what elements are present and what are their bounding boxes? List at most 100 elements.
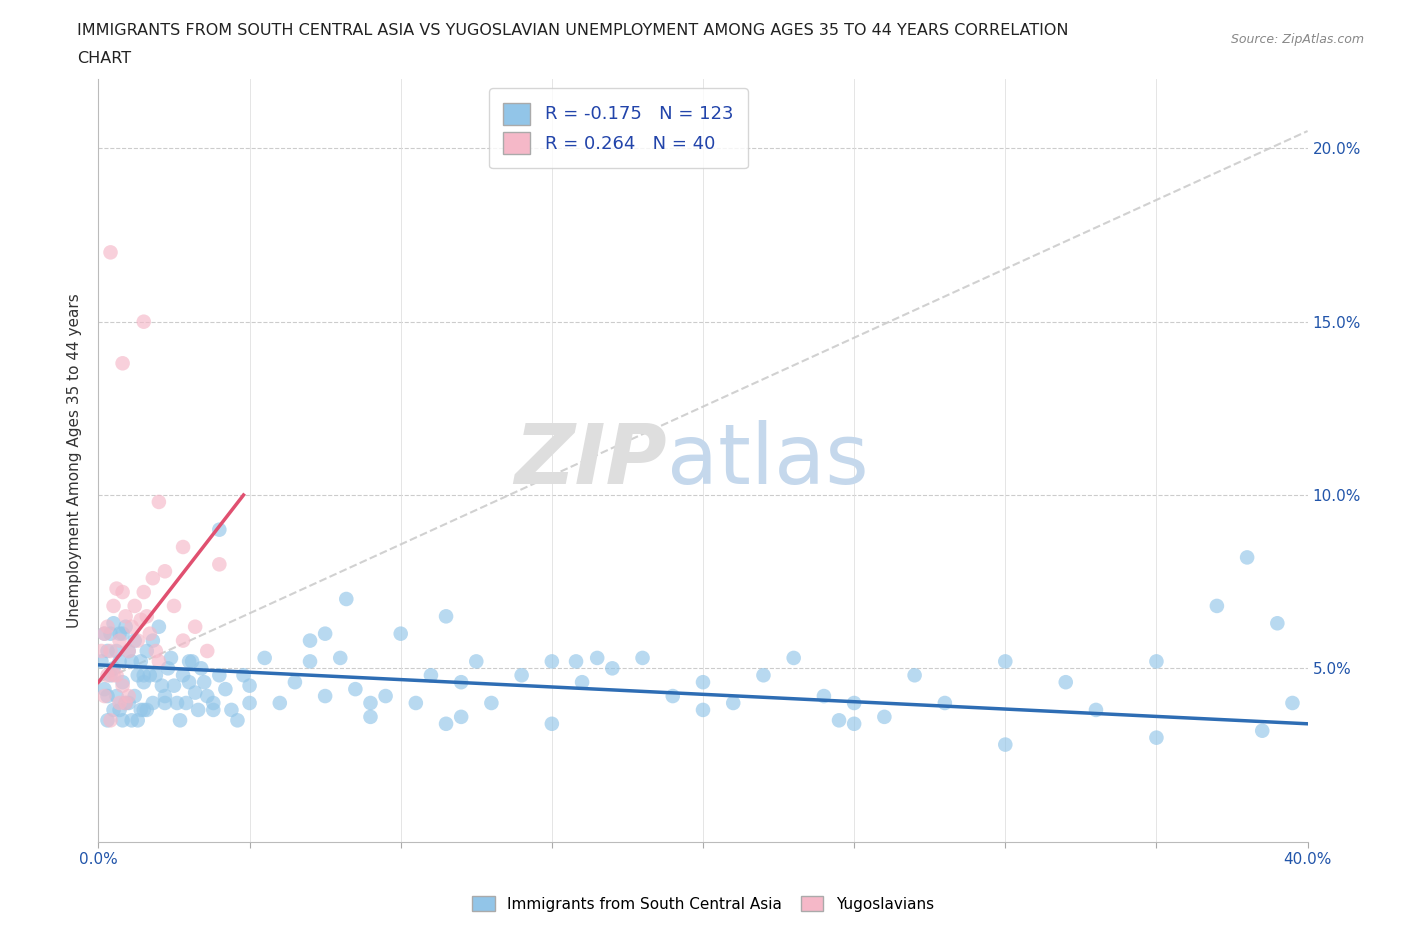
Point	[127, 633, 149, 648]
Point	[1054, 675, 1077, 690]
Point	[111, 713, 134, 728]
Point	[844, 696, 866, 711]
Point	[100, 626, 122, 641]
Point	[540, 654, 562, 669]
Point	[602, 661, 624, 676]
Point	[844, 716, 866, 731]
Point	[226, 713, 249, 728]
Point	[118, 688, 141, 703]
Point	[202, 702, 225, 717]
Point	[723, 696, 745, 711]
Point	[153, 564, 176, 578]
Point	[100, 644, 122, 658]
Point	[96, 668, 118, 683]
Point	[142, 571, 165, 586]
Point	[208, 557, 231, 572]
Point	[114, 696, 136, 711]
Point	[96, 713, 118, 728]
Point	[329, 650, 352, 665]
Point	[156, 661, 179, 676]
Point	[105, 581, 128, 596]
Point	[510, 668, 533, 683]
Point	[1251, 724, 1274, 738]
Point	[153, 696, 176, 711]
Point	[193, 675, 215, 690]
Point	[90, 644, 112, 658]
Point	[93, 682, 115, 697]
Point	[118, 644, 141, 658]
Point	[111, 675, 134, 690]
Point	[135, 644, 157, 658]
Point	[132, 314, 155, 329]
Point	[121, 619, 143, 634]
Point	[1085, 702, 1108, 717]
Point	[335, 591, 357, 606]
Legend: R = -0.175   N = 123, R = 0.264   N = 40: R = -0.175 N = 123, R = 0.264 N = 40	[489, 88, 748, 168]
Point	[105, 688, 128, 703]
Point	[90, 654, 112, 669]
Point	[181, 654, 204, 669]
Point	[132, 675, 155, 690]
Text: ZIP: ZIP	[515, 419, 666, 501]
Point	[692, 675, 714, 690]
Point	[139, 626, 162, 641]
Point	[184, 619, 207, 634]
Point	[172, 633, 194, 648]
Point	[828, 713, 851, 728]
Point	[208, 668, 231, 683]
Point	[190, 661, 212, 676]
Point	[111, 626, 134, 641]
Point	[783, 650, 806, 665]
Text: Source: ZipAtlas.com: Source: ZipAtlas.com	[1230, 33, 1364, 46]
Point	[111, 585, 134, 600]
Point	[374, 688, 396, 703]
Point	[174, 696, 197, 711]
Point	[103, 599, 125, 614]
Point	[269, 696, 291, 711]
Point	[465, 654, 488, 669]
Point	[873, 710, 896, 724]
Point	[434, 716, 457, 731]
Point	[160, 650, 183, 665]
Point	[145, 668, 167, 683]
Point	[114, 619, 136, 634]
Point	[253, 650, 276, 665]
Point	[103, 661, 125, 676]
Point	[389, 626, 412, 641]
Point	[195, 644, 218, 658]
Point	[142, 633, 165, 648]
Text: IMMIGRANTS FROM SOUTH CENTRAL ASIA VS YUGOSLAVIAN UNEMPLOYMENT AMONG AGES 35 TO : IMMIGRANTS FROM SOUTH CENTRAL ASIA VS YU…	[77, 23, 1069, 38]
Point	[163, 599, 186, 614]
Point	[103, 702, 125, 717]
Point	[631, 650, 654, 665]
Point	[434, 609, 457, 624]
Point	[142, 696, 165, 711]
Point	[360, 696, 382, 711]
Point	[129, 654, 152, 669]
Point	[221, 702, 243, 717]
Point	[314, 626, 336, 641]
Y-axis label: Unemployment Among Ages 35 to 44 years: Unemployment Among Ages 35 to 44 years	[67, 293, 83, 628]
Point	[1206, 599, 1229, 614]
Point	[172, 539, 194, 554]
Point	[1144, 730, 1167, 745]
Point	[214, 682, 236, 697]
Point	[124, 599, 146, 614]
Point	[148, 619, 170, 634]
Point	[139, 668, 162, 683]
Point	[202, 696, 225, 711]
Point	[132, 668, 155, 683]
Point	[661, 688, 683, 703]
Point	[344, 682, 367, 697]
Point	[420, 668, 443, 683]
Point	[1281, 696, 1303, 711]
Point	[934, 696, 956, 711]
Point	[153, 688, 176, 703]
Point	[314, 688, 336, 703]
Point	[195, 688, 218, 703]
Point	[108, 633, 131, 648]
Point	[150, 678, 173, 693]
Legend: Immigrants from South Central Asia, Yugoslavians: Immigrants from South Central Asia, Yugo…	[465, 889, 941, 918]
Point	[100, 245, 122, 259]
Point	[166, 696, 188, 711]
